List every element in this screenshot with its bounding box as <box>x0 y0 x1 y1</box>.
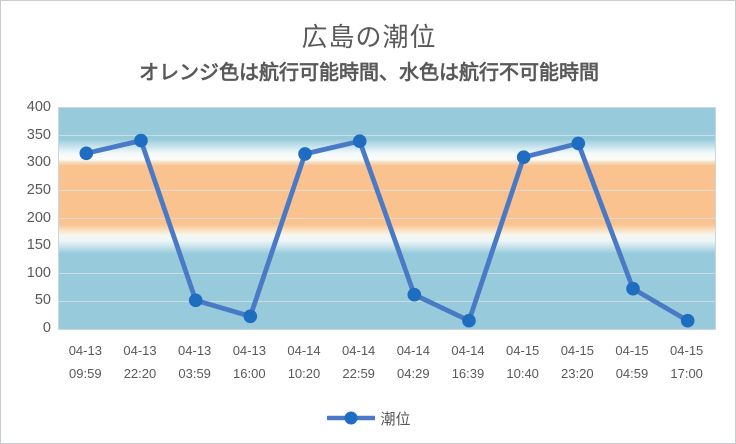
y-tick-label: 400 <box>26 99 51 115</box>
gridline <box>59 135 715 137</box>
x-tick-time: 10:20 <box>287 366 321 381</box>
data-point-marker <box>571 136 586 151</box>
x-tick-time: 17:00 <box>670 366 703 381</box>
x-tick-date: 04-15 <box>506 343 540 358</box>
x-tick-label: 04-15 04:59 <box>605 343 660 381</box>
y-tick-label: 50 <box>34 292 51 309</box>
data-point-marker <box>79 146 94 161</box>
y-tick-label: 250 <box>26 181 51 198</box>
x-tick-label: 04-13 22:20 <box>113 343 168 381</box>
x-tick-label: 04-13 09:59 <box>58 343 113 381</box>
x-tick-label: 04-14 04:29 <box>386 343 441 381</box>
legend-label: 潮位 <box>380 410 411 428</box>
data-point-marker <box>407 287 422 302</box>
x-tick-label: 04-13 03:59 <box>167 343 222 381</box>
legend-line-marker-icon <box>327 411 376 425</box>
x-tick-time: 10:40 <box>506 366 539 381</box>
data-point-marker <box>188 293 203 308</box>
x-tick-label: 04-15 17:00 <box>659 343 714 381</box>
y-tick-label: 0 <box>42 320 51 336</box>
x-tick-date: 04-14 <box>287 343 321 358</box>
y-tick-label: 150 <box>26 237 51 254</box>
x-tick-time: 16:39 <box>451 366 485 381</box>
gridline <box>59 300 715 302</box>
legend-marker <box>344 411 358 425</box>
data-point-marker <box>462 313 476 328</box>
data-point-marker <box>626 281 640 296</box>
x-tick-time: 04:59 <box>615 366 649 381</box>
x-tick-label: 04-13 16:00 <box>222 343 277 381</box>
x-tick-date: 04-14 <box>342 343 376 358</box>
x-tick-date: 04-14 <box>396 343 430 358</box>
x-tick-date: 04-13 <box>178 343 212 358</box>
data-point-marker <box>352 134 367 148</box>
x-tick-date: 04-13 <box>123 343 157 358</box>
gridline <box>59 162 715 164</box>
x-tick-time: 09:59 <box>69 366 102 381</box>
y-tick-label: 200 <box>26 209 51 226</box>
x-tick-date: 04-15 <box>670 343 704 358</box>
y-tick-label: 300 <box>26 154 51 171</box>
x-tick-label: 04-14 16:39 <box>441 343 496 381</box>
plot-area <box>58 107 716 330</box>
x-tick-date: 04-15 <box>615 343 649 358</box>
y-tick-label: 350 <box>26 126 51 143</box>
gridline <box>59 190 715 192</box>
legend: 潮位 <box>1 405 736 431</box>
x-tick-label: 04-14 10:20 <box>277 343 332 381</box>
x-tick-time: 22:59 <box>342 366 375 381</box>
x-tick-label: 04-15 23:20 <box>550 343 605 381</box>
x-tick-date: 04-14 <box>451 343 485 358</box>
tide-line <box>83 138 691 324</box>
x-tick-label: 04-14 22:59 <box>331 343 386 381</box>
x-tick-time: 04:29 <box>397 366 430 381</box>
data-point-marker <box>243 309 258 324</box>
x-tick-date: 04-13 <box>232 343 266 358</box>
gridline <box>59 245 715 247</box>
chart-subtitle: オレンジ色は航行可能時間、水色は航行不可能時間 <box>139 62 599 84</box>
chart-title: 広島の潮位 <box>301 22 437 52</box>
x-tick-time: 03:59 <box>178 366 211 381</box>
y-tick-label: 100 <box>26 264 51 281</box>
data-point-marker <box>298 147 312 161</box>
x-tick-date: 04-15 <box>560 343 594 358</box>
data-point-marker <box>134 133 148 148</box>
data-point-marker <box>680 313 695 328</box>
x-tick-label: 04-15 10:40 <box>495 343 550 381</box>
data-point-marker <box>516 150 531 164</box>
x-tick-date: 04-13 <box>68 343 102 358</box>
x-tick-time: 16:00 <box>233 366 266 381</box>
tide-line-series <box>79 133 695 328</box>
x-tick-time: 23:20 <box>561 366 594 381</box>
gridline <box>59 273 715 275</box>
x-tick-time: 22:20 <box>123 366 157 381</box>
